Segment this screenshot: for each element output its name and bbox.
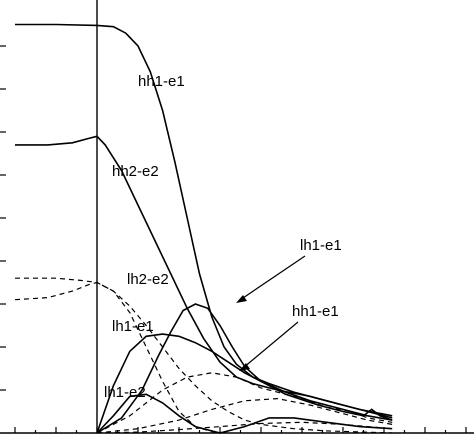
arrow-lh1-e1-line	[239, 255, 306, 301]
series-line-5-lh2-e2	[15, 277, 393, 434]
series-line-4-lh1-e1	[96, 333, 393, 434]
label-lh1-e1-arrow: lh1-e1	[300, 237, 342, 254]
arrow-hh1-e1-line	[242, 321, 299, 369]
arrow-hh1-e1-head	[239, 363, 250, 371]
arrow-lh1-e1-head	[236, 295, 247, 303]
label-lh1-e1: lh1-e1	[112, 318, 154, 335]
label-lh2-e2: lh2-e2	[127, 271, 169, 288]
label-hh1-e1-arrow: hh1-e1	[292, 303, 339, 320]
series-line-2-hh2-e2	[15, 135, 393, 419]
label-hh1-e1-top: hh1-e1	[138, 73, 185, 90]
annotation-arrows	[236, 255, 306, 371]
label-lh1-e2: lh1-e2	[104, 384, 146, 401]
series-line-7-hh1-e1-arrow	[96, 372, 393, 434]
tick-marks	[0, 45, 467, 433]
curves	[14, 23, 393, 434]
series-line-9-lh1-e2	[96, 393, 393, 434]
curve-labels: hh1-e1 hh2-e2 lh1-e1 lh2-e2 lh1-e1 hh1-e…	[104, 73, 342, 401]
series-line-1-hh1-e1-top	[15, 23, 393, 417]
series-line-10	[96, 421, 393, 434]
label-hh2-e2: hh2-e2	[112, 163, 159, 180]
series-line-8	[96, 397, 393, 434]
